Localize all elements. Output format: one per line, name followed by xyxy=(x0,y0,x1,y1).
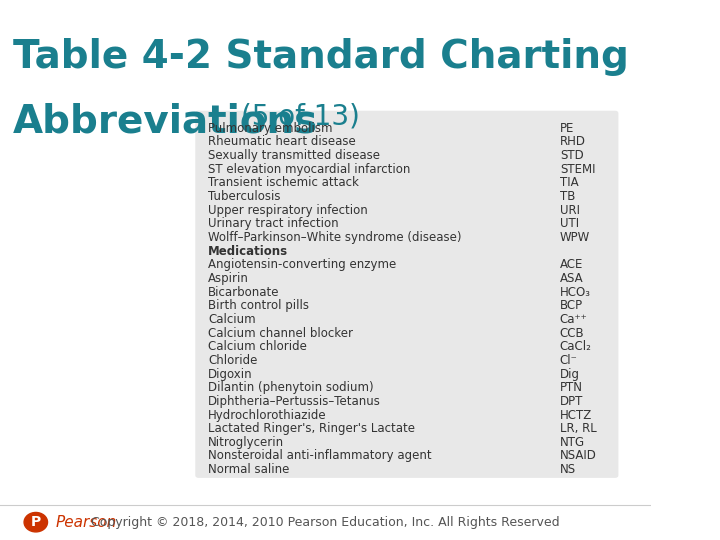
Text: LR, RL: LR, RL xyxy=(560,422,597,435)
Text: BCP: BCP xyxy=(560,299,583,312)
Circle shape xyxy=(24,512,48,532)
Text: ST elevation myocardial infarction: ST elevation myocardial infarction xyxy=(208,163,410,176)
Text: Copyright © 2018, 2014, 2010 Pearson Education, Inc. All Rights Reserved: Copyright © 2018, 2014, 2010 Pearson Edu… xyxy=(91,516,559,529)
Text: Pearson: Pearson xyxy=(55,515,117,530)
Text: Pulmonary embolism: Pulmonary embolism xyxy=(208,122,333,135)
Text: Ca⁺⁺: Ca⁺⁺ xyxy=(560,313,588,326)
Text: Calcium channel blocker: Calcium channel blocker xyxy=(208,327,354,340)
Text: Transient ischemic attack: Transient ischemic attack xyxy=(208,177,359,190)
Text: TB: TB xyxy=(560,190,575,203)
Text: (5 of 13): (5 of 13) xyxy=(241,103,360,131)
Text: Nitroglycerin: Nitroglycerin xyxy=(208,436,284,449)
Text: Birth control pills: Birth control pills xyxy=(208,299,310,312)
Text: Bicarbonate: Bicarbonate xyxy=(208,286,280,299)
Text: Lactated Ringer's, Ringer's Lactate: Lactated Ringer's, Ringer's Lactate xyxy=(208,422,415,435)
Text: HCO₃: HCO₃ xyxy=(560,286,591,299)
Text: Rheumatic heart disease: Rheumatic heart disease xyxy=(208,136,356,148)
Text: Wolff–Parkinson–White syndrome (disease): Wolff–Parkinson–White syndrome (disease) xyxy=(208,231,462,244)
Text: PTN: PTN xyxy=(560,381,582,394)
Text: Urinary tract infection: Urinary tract infection xyxy=(208,218,339,231)
Text: P: P xyxy=(31,515,41,529)
Text: PE: PE xyxy=(560,122,575,135)
Text: Sexually transmitted disease: Sexually transmitted disease xyxy=(208,149,380,162)
Text: Hydrochlorothiazide: Hydrochlorothiazide xyxy=(208,409,327,422)
Text: HCTZ: HCTZ xyxy=(560,409,592,422)
Text: Chloride: Chloride xyxy=(208,354,258,367)
Text: Calcium: Calcium xyxy=(208,313,256,326)
Text: TIA: TIA xyxy=(560,177,578,190)
Text: Upper respiratory infection: Upper respiratory infection xyxy=(208,204,368,217)
Text: NTG: NTG xyxy=(560,436,585,449)
Text: Dig: Dig xyxy=(560,368,580,381)
Text: UTI: UTI xyxy=(560,218,579,231)
Text: Aspirin: Aspirin xyxy=(208,272,249,285)
Text: Dilantin (phenytoin sodium): Dilantin (phenytoin sodium) xyxy=(208,381,374,394)
Text: Digoxin: Digoxin xyxy=(208,368,253,381)
Text: DPT: DPT xyxy=(560,395,583,408)
Text: Abbreviations: Abbreviations xyxy=(13,103,318,140)
Text: Normal saline: Normal saline xyxy=(208,463,289,476)
Text: NSAID: NSAID xyxy=(560,449,597,462)
Text: Medications: Medications xyxy=(208,245,289,258)
Text: WPW: WPW xyxy=(560,231,590,244)
Text: ASA: ASA xyxy=(560,272,583,285)
Text: NS: NS xyxy=(560,463,576,476)
Text: Nonsteroidal anti-inflammatory agent: Nonsteroidal anti-inflammatory agent xyxy=(208,449,432,462)
FancyBboxPatch shape xyxy=(195,111,618,478)
Text: Cl⁻: Cl⁻ xyxy=(560,354,577,367)
Text: Diphtheria–Pertussis–Tetanus: Diphtheria–Pertussis–Tetanus xyxy=(208,395,381,408)
Text: Calcium chloride: Calcium chloride xyxy=(208,340,307,353)
Text: ACE: ACE xyxy=(560,258,583,272)
Text: STD: STD xyxy=(560,149,584,162)
Text: STEMI: STEMI xyxy=(560,163,595,176)
Text: CCB: CCB xyxy=(560,327,585,340)
Text: URI: URI xyxy=(560,204,580,217)
Text: Angiotensin-converting enzyme: Angiotensin-converting enzyme xyxy=(208,258,397,272)
Text: CaCl₂: CaCl₂ xyxy=(560,340,592,353)
Text: Tuberculosis: Tuberculosis xyxy=(208,190,281,203)
Text: RHD: RHD xyxy=(560,136,586,148)
Text: Table 4-2 Standard Charting: Table 4-2 Standard Charting xyxy=(13,38,629,76)
